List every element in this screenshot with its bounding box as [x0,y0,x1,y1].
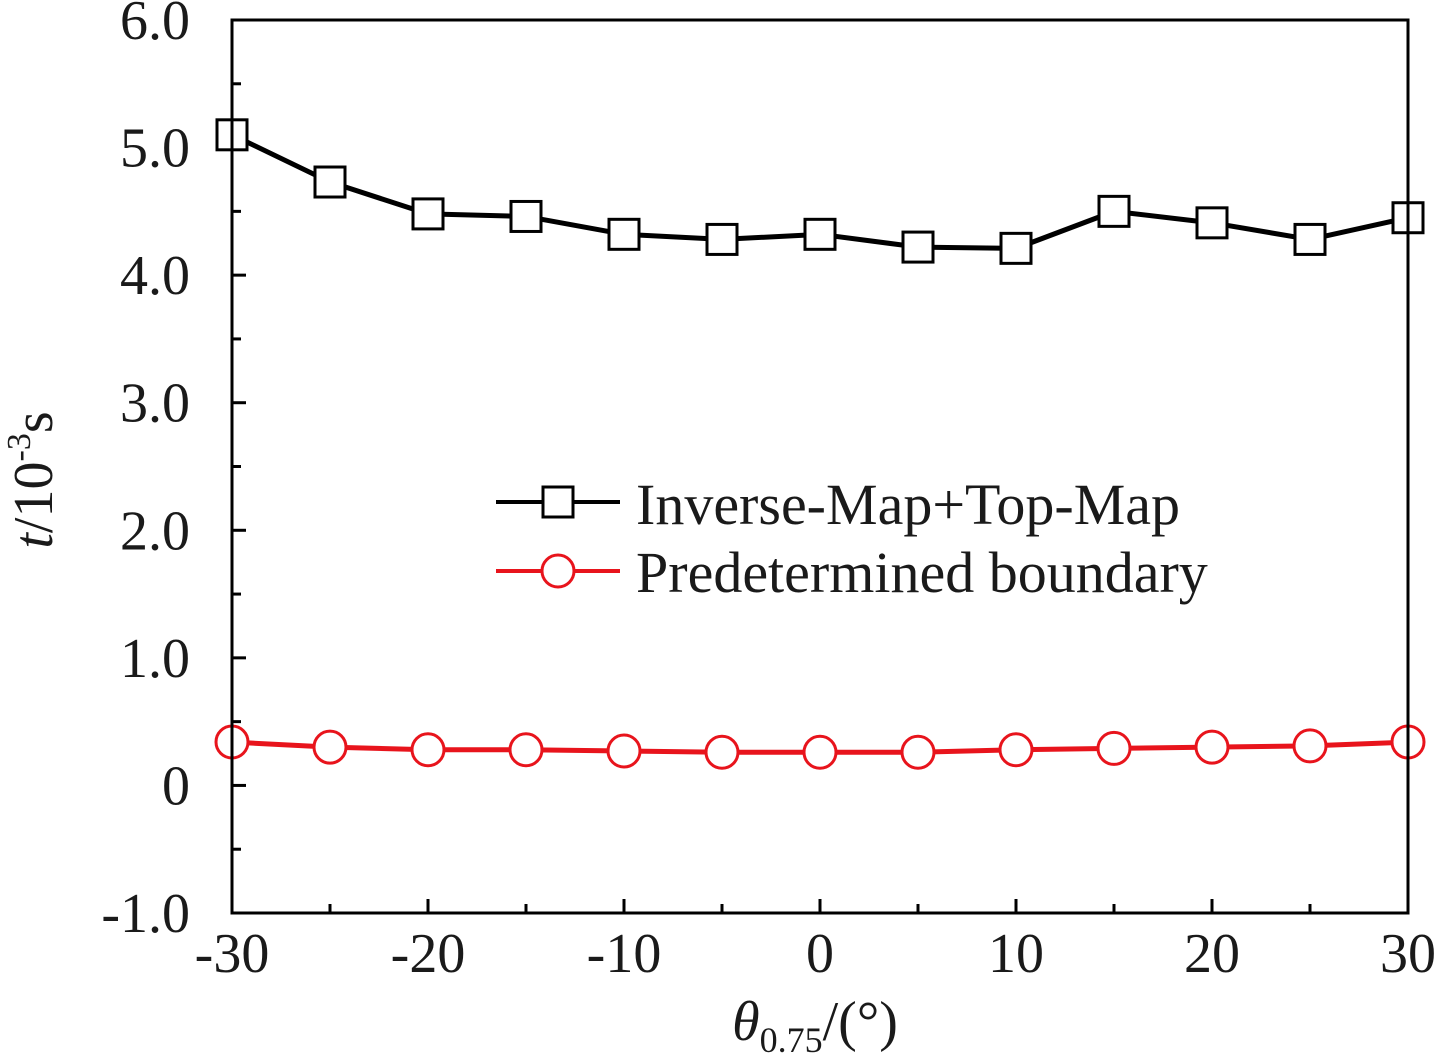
y-tick-label: -1.0 [101,883,190,945]
data-point-circle [606,733,642,769]
y-tick-label: 2.0 [120,500,190,562]
data-point-circle [410,732,446,768]
y-tick-label: 0 [162,755,190,817]
y-tick-label: 3.0 [120,373,190,435]
data-point-square [313,165,347,199]
series-0 [215,118,1425,265]
x-tick-label: -30 [195,923,270,985]
x-tick-label: 20 [1184,923,1240,985]
y-axis-base: /10 [3,462,65,534]
data-point-square [1293,222,1327,256]
x-tick-label: -20 [391,923,466,985]
data-point-circle [704,734,740,770]
y-axis-symbol: t [3,532,65,549]
data-point-square [803,217,837,251]
x-axis-unit: /(°) [823,991,898,1053]
y-tick-label: 5.0 [120,118,190,180]
y-axis-exponent: -3 [1,433,38,461]
y-axis-label: t/10-3s [1,411,65,548]
series-1 [214,724,1426,770]
data-point-circle [900,734,936,770]
data-point-square [999,231,1033,265]
data-point-circle [1292,728,1328,764]
y-tick-label: 1.0 [120,628,190,690]
plot-frame [230,18,1410,915]
data-point-circle [1096,730,1132,766]
data-point-circle [802,734,838,770]
data-point-circle [1194,729,1230,765]
legend-marker-square [541,485,575,519]
x-axis-label: θ0.75/(°) [732,991,898,1060]
data-point-square [901,230,935,264]
series-layer [214,118,1426,770]
x-axis-symbol: θ [732,991,760,1053]
y-tick-label: 6.0 [120,0,190,52]
data-point-square [705,222,739,256]
legend-label-predetermined: Predetermined boundary [636,540,1208,605]
data-point-square [607,217,641,251]
legend-marker-circle [540,553,576,589]
data-point-circle [998,732,1034,768]
y-axis-unit: s [3,411,65,433]
data-point-square [1195,206,1229,240]
data-point-square [509,199,543,233]
x-axis-subscript: 0.75 [760,1020,823,1060]
ticks-layer [230,18,1410,915]
x-tick-label: 30 [1380,923,1436,985]
x-tick-label: 0 [806,923,834,985]
y-tick-label: 4.0 [120,245,190,307]
data-point-square [411,197,445,231]
x-tick-label: -10 [587,923,662,985]
data-point-circle [312,729,348,765]
data-point-square [1097,194,1131,228]
x-tick-label: 10 [988,923,1044,985]
data-point-circle [508,732,544,768]
tick-labels-layer: -30 -20 -10 0 10 20 30 -1.0 0 1.0 2.0 3.0 4.0 5.0 6.0 [101,0,1436,985]
legend-label-inverse-map: Inverse-Map+Top-Map [636,472,1180,537]
legend: Inverse-Map+Top-Map Predetermined bounda… [496,472,1208,605]
